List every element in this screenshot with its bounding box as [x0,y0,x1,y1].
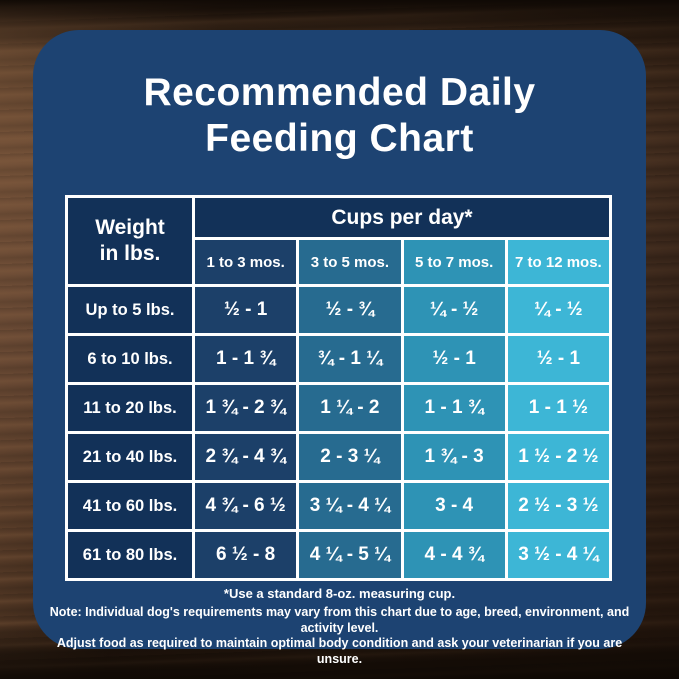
weight-row-label: 41 to 60 lbs. [68,483,192,529]
cups-per-day-header-cell: Cups per day* [195,198,609,237]
table-cell: 3 - 4 [403,483,505,529]
table-cell: ½ - 1 [195,287,297,333]
table-cell: ¼ - ½ [507,287,609,333]
feeding-chart-card: Recommended Daily Feeding Chart Weight i… [33,30,646,666]
footnotes: *Use a standard 8-oz. measuring cup. Not… [43,586,636,667]
disclaimer-line-1: Note: Individual dog's requirements may … [49,605,630,635]
title-line-2: Feeding Chart [205,117,474,160]
weight-row-label: 11 to 20 lbs. [68,385,192,431]
weight-row-label: 6 to 10 lbs. [68,336,192,382]
age-column-header-5to7: 5 to 7 mos. [403,240,505,284]
age-column-header-7to12: 7 to 12 mos. [507,240,609,284]
table-cell: ¼ - ½ [403,287,505,333]
table-cell: 2 - 3 ¼ [299,434,401,480]
table-cell: 1 ¾ - 3 [403,434,505,480]
title-line-1: Recommended Daily [143,71,536,114]
table-cell: 2 ½ - 3 ½ [507,483,609,529]
weight-header-cell: Weight in lbs. [68,198,192,284]
weight-row-label: 61 to 80 lbs. [68,532,192,578]
table-cell: 1 ½ - 2 ½ [507,434,609,480]
table-cell: 1 - 1 ½ [507,385,609,431]
table-cell: ½ - 1 [403,336,505,382]
table-cell: 1 - 1 ¾ [403,385,505,431]
age-column-header-1to3: 1 to 3 mos. [195,240,297,284]
table-cell: ½ - ¾ [299,287,401,333]
table-cell: ½ - 1 [507,336,609,382]
table-cell: 3 ½ - 4 ¼ [507,532,609,578]
table-cell: 4 ¼ - 5 ¼ [299,532,401,578]
table-cell: ¾ - 1 ¼ [299,336,401,382]
table-cell: 6 ½ - 8 [195,532,297,578]
table-cell: 2 ¾ - 4 ¾ [195,434,297,480]
weight-row-label: Up to 5 lbs. [68,287,192,333]
table-cell: 3 ¼ - 4 ¼ [299,483,401,529]
weight-row-label: 21 to 40 lbs. [68,434,192,480]
table-cell: 4 ¾ - 6 ½ [195,483,297,529]
age-column-header-3to5: 3 to 5 mos. [299,240,401,284]
feeding-table: Weight in lbs. Cups per day* 1 to 3 mos.… [65,195,612,581]
table-cell: 1 ¼ - 2 [299,385,401,431]
table-cell: 1 ¾ - 2 ¾ [195,385,297,431]
page-title: Recommended Daily Feeding Chart [33,70,646,162]
table-cell: 1 - 1 ¾ [195,336,297,382]
measuring-cup-note: *Use a standard 8-oz. measuring cup. [223,586,456,601]
table-cell: 4 - 4 ¾ [403,532,505,578]
disclaimer-line-2: Adjust food as required to maintain opti… [56,636,623,666]
